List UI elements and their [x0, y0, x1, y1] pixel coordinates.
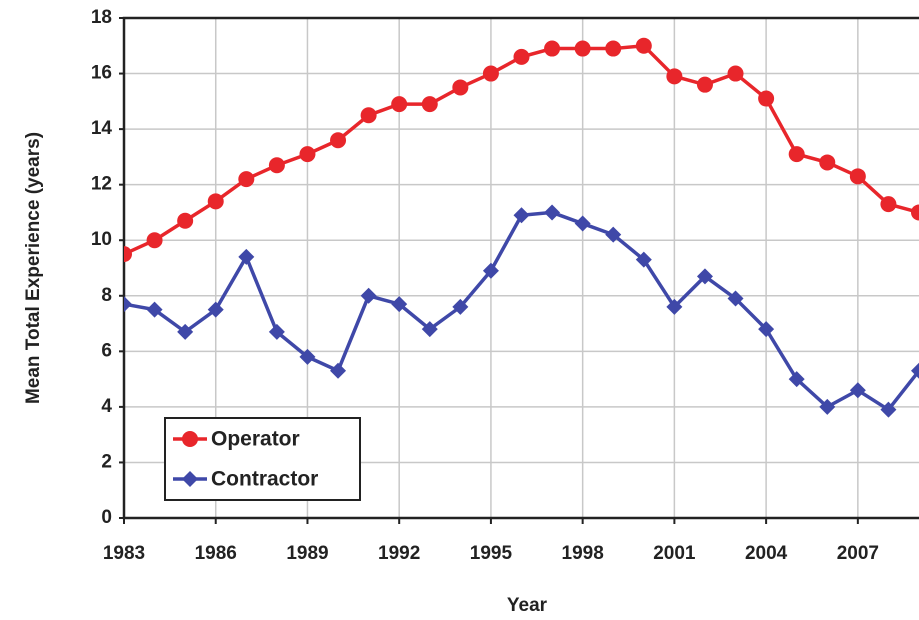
y-tick-label: 8	[101, 285, 112, 306]
data-point	[849, 168, 866, 185]
data-point	[299, 348, 316, 365]
data-point	[605, 40, 622, 57]
data-point	[911, 204, 919, 221]
data-point	[452, 298, 469, 315]
data-point	[544, 204, 561, 221]
legend-marker	[182, 471, 198, 487]
x-tick-label: 1992	[378, 543, 420, 564]
y-tick-label: 14	[91, 118, 113, 139]
data-point	[360, 287, 377, 304]
x-tick-label: 2004	[745, 543, 788, 564]
x-tick-label: 1983	[103, 543, 145, 564]
data-point	[605, 226, 622, 243]
data-point	[482, 262, 499, 279]
y-tick-label: 0	[101, 507, 112, 528]
data-point	[513, 48, 530, 65]
x-tick-label: 1998	[562, 543, 604, 564]
data-point	[666, 68, 683, 85]
data-point	[146, 232, 163, 249]
data-point	[124, 296, 132, 313]
legend-box	[164, 417, 361, 501]
data-point	[727, 290, 744, 307]
y-tick-label: 4	[101, 396, 112, 417]
legend-label: Contractor	[211, 468, 318, 491]
data-point	[666, 298, 683, 315]
plot-area	[124, 37, 919, 418]
data-point	[727, 65, 744, 82]
y-tick-label: 16	[91, 63, 112, 84]
data-point	[177, 323, 194, 340]
data-point	[124, 246, 132, 263]
data-point	[146, 301, 163, 318]
data-point	[819, 398, 836, 415]
data-point	[177, 212, 194, 229]
x-axis-label: Year	[507, 595, 548, 616]
x-tick-label: 1995	[470, 543, 513, 564]
data-point	[360, 107, 377, 124]
data-point	[635, 251, 652, 268]
data-point	[696, 268, 713, 285]
data-point	[482, 65, 499, 82]
data-point	[696, 76, 713, 93]
data-point	[819, 154, 836, 171]
data-point	[513, 207, 530, 224]
y-tick-label: 18	[91, 7, 112, 28]
data-point	[268, 323, 285, 340]
data-point	[788, 146, 805, 163]
data-point	[391, 296, 408, 313]
data-point	[421, 321, 438, 338]
data-point	[207, 193, 224, 210]
data-point	[544, 40, 561, 57]
data-point	[268, 157, 285, 174]
data-point	[911, 362, 919, 379]
y-axis-label: Mean Total Experience (years)	[23, 132, 44, 404]
data-point	[391, 96, 408, 113]
y-tick-label: 6	[101, 340, 112, 361]
plot-frame	[122, 16, 919, 520]
data-point	[574, 40, 591, 57]
data-point	[788, 371, 805, 388]
legend-marker	[182, 431, 198, 447]
data-point	[635, 37, 652, 54]
data-point	[421, 96, 438, 113]
x-tick-label: 2001	[653, 543, 696, 564]
data-point	[330, 362, 347, 379]
x-tick-label: 1989	[286, 543, 328, 564]
data-point	[849, 382, 866, 399]
data-point	[238, 171, 255, 188]
data-point	[880, 401, 897, 418]
data-point	[574, 215, 591, 232]
y-tick-label: 12	[91, 174, 112, 195]
data-point	[299, 146, 316, 163]
data-point	[758, 321, 775, 338]
data-point	[758, 90, 775, 107]
data-point	[207, 301, 224, 318]
y-tick-label: 10	[91, 229, 112, 250]
y-tick-label: 2	[101, 451, 112, 472]
data-point	[880, 196, 897, 213]
x-tick-label: 1986	[195, 543, 237, 564]
data-point	[452, 79, 469, 96]
x-tick-label: 2007	[837, 543, 879, 564]
data-point	[238, 248, 255, 265]
legend-label: Operator	[211, 428, 300, 451]
data-point	[330, 132, 347, 149]
